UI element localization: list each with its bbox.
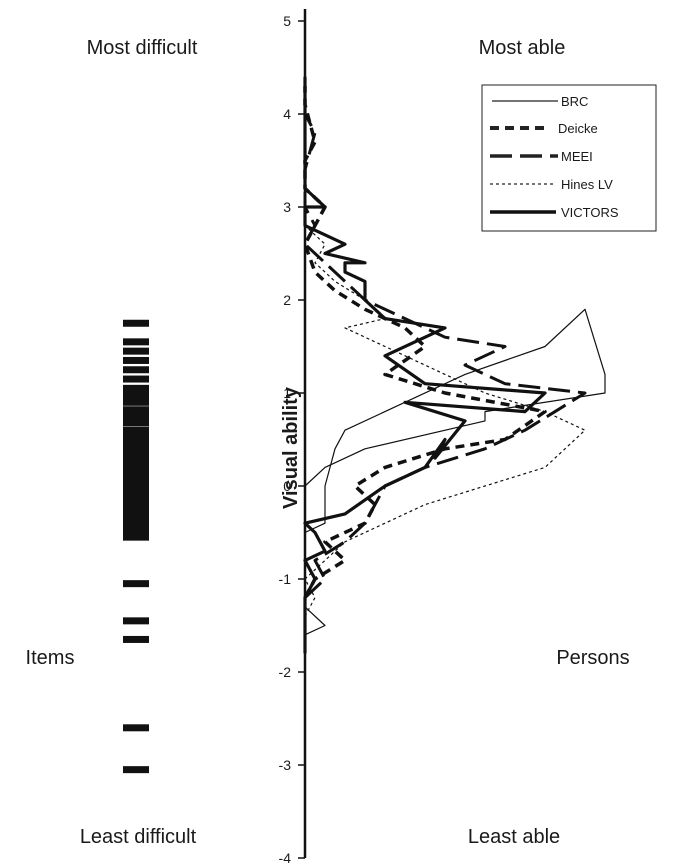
- item-mark: [123, 505, 149, 513]
- item-mark: [123, 501, 149, 509]
- series-line-hines-lv: [304, 225, 586, 617]
- item-mark: [123, 338, 149, 346]
- y-tick-label: 4: [283, 106, 291, 122]
- item-difficulty-marks: [123, 319, 149, 774]
- y-tick-label: -3: [279, 757, 292, 773]
- y-tick-label: 0: [283, 478, 291, 494]
- label-least-able: Least able: [468, 826, 560, 848]
- item-mark: [123, 449, 149, 457]
- y-tick-label: 5: [283, 13, 291, 29]
- y-axis: 5 4 3 2 1 0 -1 -2 -3 -4: [279, 9, 307, 865]
- label-persons: Persons: [556, 647, 629, 669]
- y-tick-label: -2: [279, 664, 292, 680]
- legend-box: [481, 84, 657, 232]
- y-tick-label: 2: [283, 292, 291, 308]
- item-mark: [123, 366, 149, 374]
- item-mark: [123, 482, 149, 490]
- y-tick-label: 1: [283, 385, 291, 401]
- legend-label-brc: BRC: [561, 94, 588, 109]
- item-mark: [123, 394, 149, 402]
- legend-label-meei: MEEI: [561, 149, 593, 164]
- item-mark: [123, 389, 149, 397]
- item-mark: [123, 524, 149, 532]
- y-axis-label: Visual ability: [280, 386, 302, 509]
- item-mark: [123, 319, 149, 327]
- item-mark: [123, 766, 149, 774]
- item-mark: [123, 463, 149, 471]
- item-mark: [123, 491, 149, 499]
- y-tick-label: 3: [283, 199, 291, 215]
- item-mark: [123, 529, 149, 536]
- series-line-brc: [304, 308, 606, 663]
- legend-label-victors: VICTORS: [561, 205, 619, 220]
- item-mark: [123, 356, 149, 364]
- item-mark: [123, 375, 149, 383]
- item-mark: [123, 515, 149, 523]
- item-mark: [123, 426, 149, 434]
- item-mark: [123, 519, 149, 527]
- item-mark: [123, 617, 149, 625]
- label-most-difficult: Most difficult: [87, 37, 198, 59]
- item-mark: [123, 533, 149, 541]
- item-mark: [123, 459, 149, 467]
- item-mark: [123, 406, 149, 414]
- item-mark: [123, 454, 149, 462]
- legend: BRC Deicke MEEI Hines LV VICTORS: [481, 84, 657, 232]
- label-items: Items: [26, 647, 75, 669]
- item-mark: [123, 477, 149, 485]
- item-mark: [123, 580, 149, 588]
- item-mark: [123, 398, 149, 406]
- series-line-victors: [303, 76, 547, 654]
- label-least-difficult: Least difficult: [80, 826, 197, 848]
- item-mark: [123, 431, 149, 439]
- item-mark: [123, 384, 149, 392]
- y-tick-label: -4: [279, 850, 292, 865]
- item-mark: [123, 445, 149, 453]
- item-mark: [123, 496, 149, 504]
- item-mark: [123, 510, 149, 518]
- item-mark: [123, 468, 149, 476]
- item-mark: [123, 487, 149, 495]
- item-mark: [123, 436, 149, 443]
- legend-label-hines-lv: Hines LV: [561, 177, 613, 192]
- item-mark: [123, 347, 149, 355]
- item-mark: [123, 412, 149, 420]
- item-mark: [123, 473, 149, 481]
- legend-label-deicke: Deicke: [558, 121, 598, 136]
- y-tick-label: -1: [279, 571, 292, 587]
- item-mark: [123, 724, 149, 732]
- label-most-able: Most able: [479, 37, 566, 59]
- item-mark: [123, 635, 149, 643]
- item-mark: [123, 440, 149, 448]
- item-mark: [123, 419, 149, 427]
